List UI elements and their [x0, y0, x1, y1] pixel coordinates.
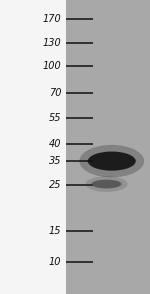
Ellipse shape: [85, 176, 128, 192]
Text: 170: 170: [43, 14, 61, 24]
Bar: [66, 0, 150, 294]
Text: 35: 35: [49, 156, 62, 166]
Text: 25: 25: [49, 180, 62, 190]
Text: 100: 100: [43, 61, 61, 71]
Ellipse shape: [88, 152, 136, 171]
Text: 10: 10: [49, 257, 62, 267]
Text: 40: 40: [49, 139, 62, 149]
Ellipse shape: [92, 180, 122, 188]
Bar: [0, 0, 66, 294]
Text: 70: 70: [49, 88, 62, 98]
Text: 55: 55: [49, 113, 62, 123]
Text: 15: 15: [49, 226, 62, 236]
Text: 130: 130: [43, 38, 61, 48]
Ellipse shape: [79, 145, 144, 177]
